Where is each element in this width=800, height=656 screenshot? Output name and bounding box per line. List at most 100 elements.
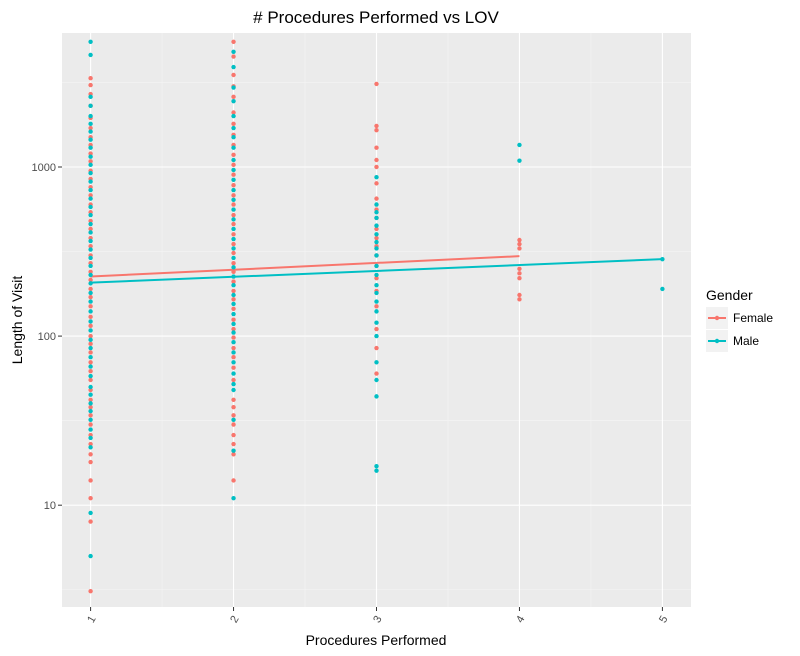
point-female [374, 81, 379, 87]
point-male [231, 282, 236, 288]
point-male [88, 345, 93, 351]
point-female [231, 306, 236, 312]
point-female [231, 110, 236, 115]
point-female [88, 459, 93, 465]
point-female [231, 279, 236, 284]
point-female [231, 422, 236, 427]
point-female [88, 244, 93, 249]
legend-label-male: Male [733, 334, 759, 348]
point-female [231, 452, 236, 457]
point-male [374, 232, 379, 237]
point-male [88, 113, 93, 119]
x-tick-label: 3 [371, 614, 384, 625]
point-male [231, 255, 236, 261]
point-male [88, 299, 93, 304]
legend-title: Gender [706, 287, 753, 303]
point-male [88, 408, 93, 414]
point-female [88, 304, 93, 309]
point-male [517, 158, 522, 163]
y-axis-ticks: 10 100 1000 [32, 162, 62, 512]
point-female [231, 355, 236, 360]
point-female [88, 269, 93, 274]
point-female [231, 317, 236, 322]
point-male [374, 309, 379, 314]
point-male [374, 360, 379, 365]
point-male [231, 448, 236, 453]
point-female [88, 422, 93, 427]
point-female [88, 478, 93, 483]
point-male [88, 154, 93, 159]
point-female [231, 250, 236, 256]
chart-title: # Procedures Performed vs LOV [253, 8, 499, 27]
point-female [374, 226, 379, 232]
point-male [88, 364, 93, 369]
point-female [88, 519, 93, 524]
point-female [231, 241, 236, 247]
point-female [88, 125, 93, 131]
point-male [231, 350, 236, 355]
point-male [374, 282, 379, 288]
point-female [374, 157, 379, 163]
point-male [231, 417, 236, 422]
x-axis-ticks: 1 2 3 4 5 [85, 607, 671, 625]
point-male [88, 417, 93, 422]
point-male [231, 125, 236, 131]
point-female [88, 404, 93, 410]
point-male [88, 204, 93, 210]
point-male [231, 145, 236, 150]
point-male [88, 328, 93, 333]
trend-line-male [90, 258, 663, 284]
point-male [231, 311, 236, 317]
point-female [231, 397, 236, 403]
point-female [88, 413, 93, 418]
point-female [517, 271, 522, 276]
point-female [374, 304, 379, 309]
point-male [88, 179, 93, 184]
point-male [374, 468, 379, 473]
point-female [88, 350, 93, 355]
legend-key-point [714, 338, 720, 344]
point-male [374, 239, 379, 245]
point-male [231, 371, 236, 376]
point-female [231, 404, 236, 410]
point-male [231, 207, 236, 212]
point-female [231, 432, 236, 438]
point-male [88, 187, 93, 193]
point-male [88, 230, 93, 235]
point-male [88, 121, 93, 127]
point-female [374, 123, 379, 129]
point-male [231, 246, 236, 251]
point-female [88, 360, 93, 365]
point-male [231, 265, 236, 270]
point-female [88, 495, 93, 501]
point-female [231, 172, 236, 177]
point-male [517, 142, 522, 148]
point-female [231, 152, 236, 158]
point-female [231, 269, 236, 274]
point-male [231, 217, 236, 222]
point-female [88, 218, 93, 224]
point-male [88, 272, 93, 278]
point-male [374, 210, 379, 215]
point-male [88, 196, 93, 201]
point-female [231, 260, 236, 266]
point-female [517, 241, 522, 247]
point-male [231, 330, 236, 335]
point-male [231, 495, 236, 501]
point-female [231, 441, 236, 447]
point-male [374, 394, 379, 399]
point-female [88, 314, 93, 320]
point-male [88, 281, 93, 286]
point-male [88, 212, 93, 218]
x-tick-label: 1 [85, 614, 98, 625]
point-female [374, 164, 379, 170]
trend-line-female [90, 255, 520, 278]
point-female [374, 275, 379, 281]
point-female [231, 94, 236, 100]
data-points [88, 39, 665, 594]
point-male [88, 319, 93, 324]
point-female [231, 193, 236, 198]
point-male [231, 197, 236, 202]
point-male [374, 320, 379, 325]
